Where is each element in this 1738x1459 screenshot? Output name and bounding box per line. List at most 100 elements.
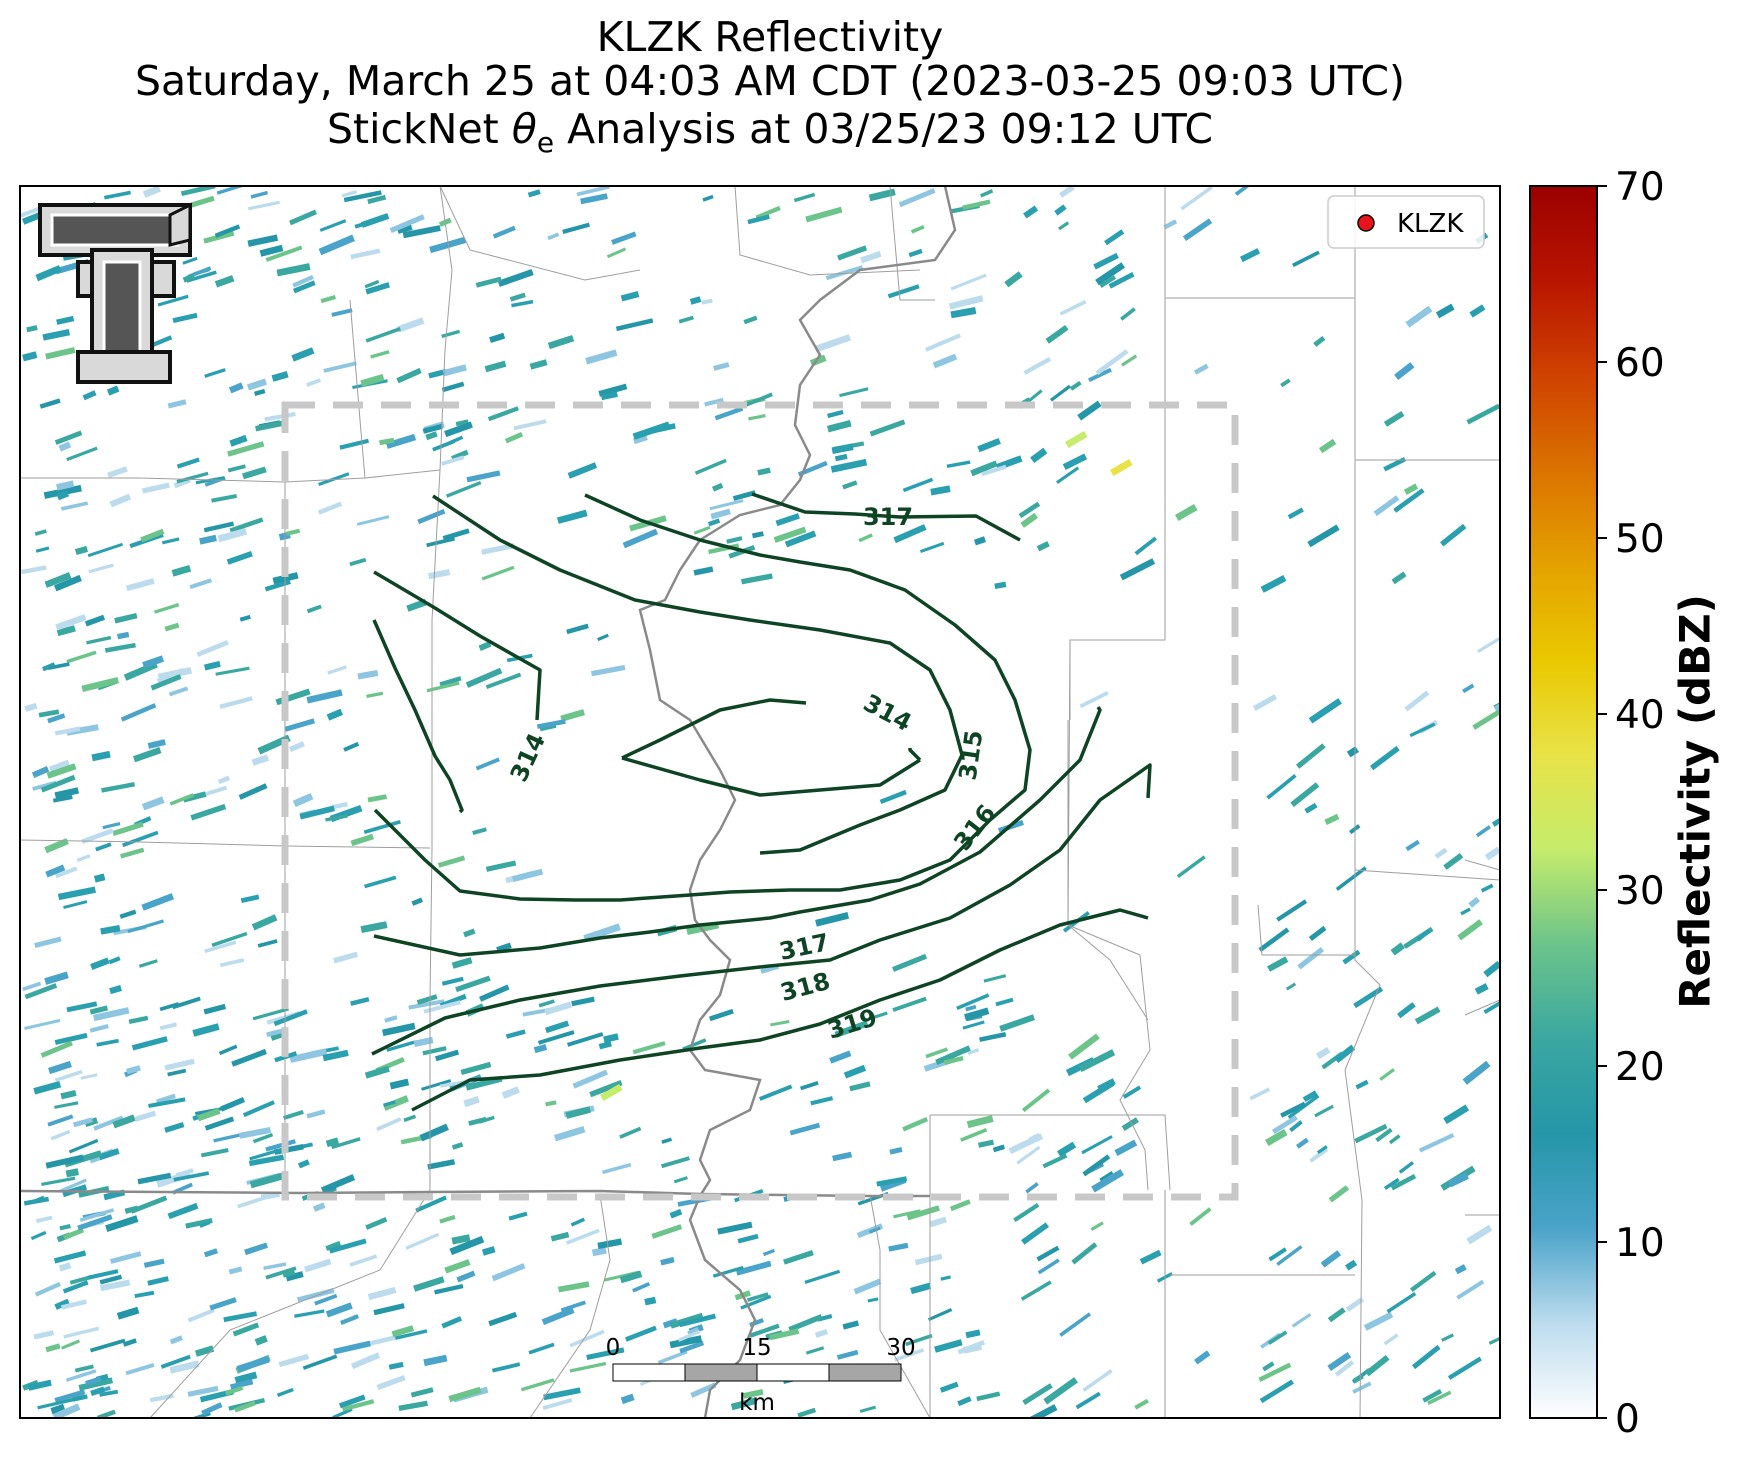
radar-echo: [50, 1403, 66, 1415]
radar-echo: [46, 763, 77, 779]
radar-echo: [1295, 1137, 1309, 1149]
radar-echo: [669, 1335, 703, 1349]
radar-echo: [707, 518, 721, 527]
radar-echo: [251, 914, 278, 931]
radar-echo: [379, 437, 395, 446]
radar-echo: [1383, 1333, 1399, 1346]
radar-echo: [1020, 1280, 1052, 1301]
radar-echo: [556, 509, 588, 524]
radar-echo: [47, 1114, 74, 1127]
radar-echo: [58, 441, 72, 452]
colorbar-tick-label: 30: [1615, 869, 1665, 914]
radar-echo: [1354, 1123, 1388, 1144]
radar-echo: [1295, 743, 1326, 769]
radar-echo: [1373, 495, 1400, 517]
radar-echo: [445, 480, 482, 498]
radar-echo: [491, 1263, 526, 1282]
radar-echo: [1267, 956, 1289, 972]
radar-echo: [1314, 1104, 1334, 1118]
radar-echo: [154, 603, 180, 614]
radar-echo: [749, 1323, 780, 1338]
radar-echo: [432, 439, 456, 452]
radar-echo: [1342, 949, 1361, 965]
radar-echo: [620, 1393, 635, 1405]
radar-echo: [1302, 1090, 1318, 1103]
radar-echo: [1383, 1177, 1400, 1191]
radar-echo: [149, 1393, 174, 1403]
radar-echo: [925, 1047, 949, 1059]
radar-echo: [429, 236, 467, 254]
radar-echo: [1023, 356, 1052, 375]
radar-echo: [455, 419, 469, 427]
radar-echo: [948, 295, 984, 310]
radar-echo: [62, 1280, 89, 1294]
radar-echo: [200, 1148, 229, 1158]
radar-echo: [1239, 248, 1261, 263]
radar-echo: [632, 1041, 666, 1055]
radar-echo: [1068, 1033, 1100, 1060]
radar-echo: [332, 1407, 353, 1418]
radar-echo: [203, 521, 235, 533]
radar-echo: [832, 1151, 853, 1162]
radar-echo: [227, 464, 246, 473]
radar-echo: [769, 1328, 800, 1341]
radar-echo: [1088, 367, 1112, 383]
radar-echo: [869, 419, 906, 437]
radar-echo: [325, 814, 348, 822]
radar-echo: [1276, 1245, 1303, 1266]
colorbar-tick-label: 60: [1615, 341, 1665, 386]
radar-echo: [172, 312, 198, 323]
radar-echo: [977, 437, 1001, 453]
radar-echo: [203, 230, 235, 244]
radar-echo: [1037, 1258, 1060, 1275]
radar-echo: [159, 1002, 180, 1012]
radar-echo: [1099, 275, 1117, 288]
title-line-3: StickNet θe Analysis at 03/25/23 09:12 U…: [0, 106, 1540, 166]
radar-echo: [1271, 1115, 1298, 1135]
radar-echo: [441, 1316, 463, 1329]
radar-echo: [405, 1232, 440, 1250]
radar-echo: [89, 1338, 126, 1353]
radar-echo: [741, 573, 773, 585]
radar-echo: [185, 1217, 213, 1229]
radar-echo: [68, 1138, 99, 1154]
radar-echo: [364, 279, 380, 289]
radar-echo: [402, 225, 441, 239]
radar-echo: [169, 1360, 200, 1374]
theta-symbol: θ: [511, 105, 537, 153]
radar-echo: [1484, 846, 1500, 861]
radar-echo: [569, 1329, 605, 1348]
radar-echo: [59, 1223, 71, 1231]
contour-317-north: [751, 492, 1021, 542]
radar-echo: [40, 1040, 73, 1058]
radar-echo: [1403, 483, 1419, 495]
radar-echo: [789, 1122, 821, 1136]
radar-echo: [104, 642, 136, 653]
radar-echo: [249, 1147, 282, 1161]
radar-echo: [284, 718, 315, 732]
radar-echo: [248, 1154, 285, 1167]
radar-echo: [349, 557, 367, 567]
radar-echo: [423, 1000, 461, 1014]
county-line: [930, 1114, 1171, 1191]
radar-echo: [74, 545, 89, 555]
radar-echo: [1440, 523, 1467, 547]
radar-echo: [148, 1097, 186, 1109]
radar-echo: [53, 574, 82, 592]
radar-echo: [1030, 447, 1048, 463]
county-line: [889, 186, 935, 301]
radar-echo: [572, 1069, 609, 1089]
radar-echo: [58, 1178, 87, 1194]
radar-echo: [804, 1269, 841, 1285]
radar-echo-strong: [1175, 504, 1198, 522]
radar-echo: [558, 1281, 590, 1293]
radar-echo: [167, 1202, 199, 1220]
radar-echo: [108, 956, 121, 965]
colorbar: [1529, 185, 1598, 1419]
radar-echo: [1268, 1247, 1287, 1262]
radar-echo: [1488, 1330, 1500, 1345]
radar-echo: [238, 1127, 272, 1139]
radar-echo: [47, 662, 70, 670]
radar-echo: [976, 1391, 1001, 1402]
radar-echo: [905, 1333, 933, 1347]
